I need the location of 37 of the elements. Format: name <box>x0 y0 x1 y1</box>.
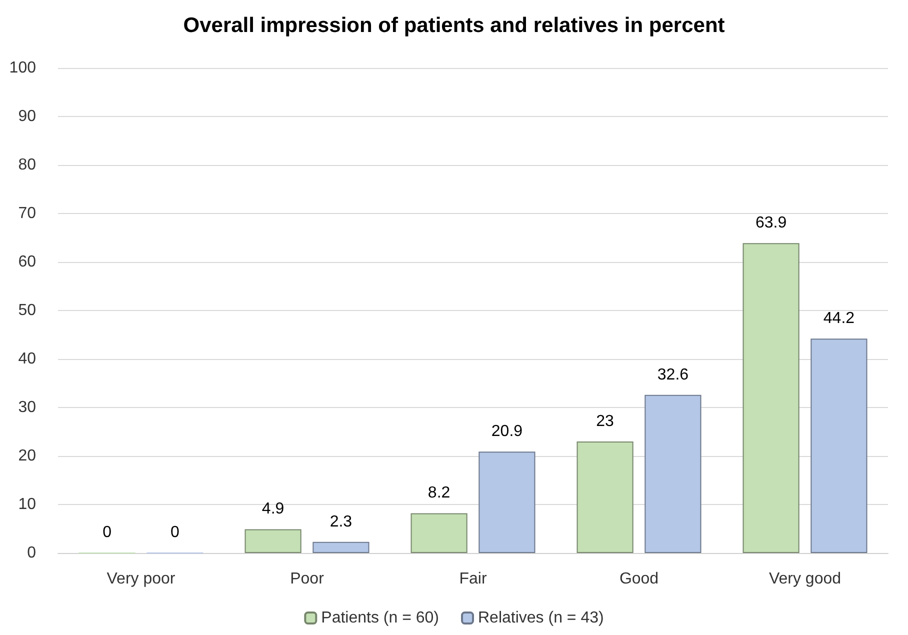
y-tick-label: 10 <box>18 496 36 513</box>
data-label: 0 <box>170 524 180 541</box>
bar <box>742 243 800 553</box>
y-tick-label: 0 <box>27 544 36 562</box>
y-tick-label: 20 <box>18 448 36 464</box>
data-label: 0 <box>102 524 112 541</box>
y-tick-label: 40 <box>18 350 36 368</box>
y-tick-label: 60 <box>18 254 36 270</box>
data-label: 8.2 <box>428 484 450 502</box>
y-tick-label: 70 <box>18 205 36 222</box>
bar <box>810 338 868 553</box>
bar <box>478 452 536 553</box>
data-label: 44.2 <box>823 310 855 328</box>
y-tick-label: 100 <box>9 60 36 76</box>
x-tick-label: Very good <box>768 570 842 588</box>
data-label: 20.9 <box>491 423 523 440</box>
y-tick-label: 80 <box>18 156 36 174</box>
x-tick-label: Poor <box>290 570 325 588</box>
data-label: 63.9 <box>755 214 787 232</box>
x-tick-label: Very poor <box>106 570 176 588</box>
y-tick-label: 50 <box>18 302 36 319</box>
data-label: 32.6 <box>657 366 689 384</box>
data-label: 2.3 <box>330 513 352 530</box>
bar <box>644 394 702 553</box>
data-label: 4.9 <box>262 500 284 518</box>
legend-label: Relatives (n = 43) <box>478 610 604 626</box>
x-tick-label: Good <box>619 570 659 588</box>
bar <box>312 542 370 553</box>
x-tick-label: Fair <box>459 570 488 588</box>
chart-title: Overall impression of patients and relatives in percent <box>183 14 725 37</box>
legend-label: Patients (n = 60) <box>321 610 440 626</box>
data-label: 23 <box>596 412 614 430</box>
bar <box>410 513 468 553</box>
y-tick-label: 90 <box>18 108 36 125</box>
y-tick-label: 30 <box>18 399 36 416</box>
bar <box>576 441 634 553</box>
bar <box>244 529 302 553</box>
